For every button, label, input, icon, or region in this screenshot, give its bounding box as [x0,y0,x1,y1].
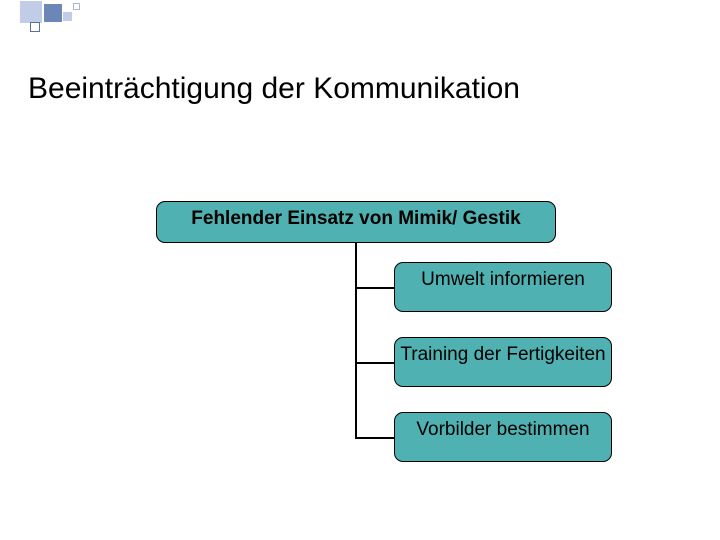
child-node: Vorbilder bestimmen [394,412,612,462]
deco-square [44,4,62,22]
child-node-label: Umwelt informieren [421,269,585,291]
child-node: Training der Fertigkeiten [394,337,612,387]
parent-node-label: Fehlender Einsatz von Mimik/ Gestik [191,208,520,230]
slide-title: Beeinträchtigung der Kommunikation [28,72,520,106]
connector-branch [355,362,395,364]
connector-branch [355,437,395,439]
parent-node: Fehlender Einsatz von Mimik/ Gestik [156,201,556,243]
deco-square [73,3,80,10]
deco-square [30,22,40,32]
child-node-label: Vorbilder bestimmen [416,419,589,441]
child-node-label: Training der Fertigkeiten [400,344,605,366]
connector-branch [355,287,395,289]
deco-square [63,12,72,21]
child-node: Umwelt informieren [394,262,612,312]
deco-square [20,1,42,23]
connector-trunk [355,243,357,439]
corner-decoration [0,0,200,40]
